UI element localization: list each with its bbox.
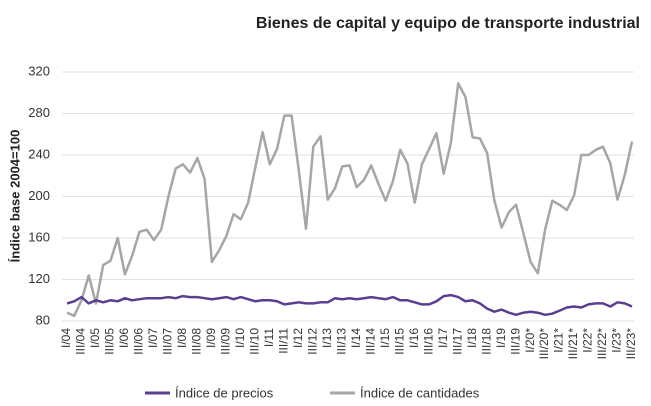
x-tick-label: I/08 bbox=[175, 328, 189, 348]
x-tick-label: I/07 bbox=[146, 328, 160, 348]
x-tick-label: I/20* bbox=[523, 328, 537, 353]
y-tick-label: 240 bbox=[28, 146, 50, 161]
series-line bbox=[66, 82, 634, 318]
x-tick-label: III/20* bbox=[537, 328, 551, 360]
y-tick-label: 80 bbox=[36, 312, 50, 327]
x-tick-label: III/18 bbox=[479, 328, 493, 355]
x-tick-label: I/19 bbox=[494, 328, 508, 348]
series-line bbox=[66, 293, 633, 317]
y-tick-label: 280 bbox=[28, 105, 50, 120]
x-tick-label: I/06 bbox=[117, 328, 131, 348]
x-tick-label: I/18 bbox=[465, 328, 479, 348]
x-tick-label: III/22* bbox=[595, 328, 609, 360]
x-tick-label: III/13 bbox=[334, 328, 348, 355]
x-tick-label: III/16 bbox=[421, 328, 435, 355]
y-tick-label: 200 bbox=[28, 188, 50, 203]
x-tick-label: I/21* bbox=[552, 328, 566, 353]
x-tick-label: III/19 bbox=[508, 328, 522, 355]
x-tick-label: III/17 bbox=[450, 328, 464, 355]
y-tick-label: 320 bbox=[28, 63, 50, 78]
x-tick-label: I/14 bbox=[349, 328, 363, 348]
x-tick-label: I/05 bbox=[88, 328, 102, 348]
chart-title: Bienes de capital y equipo de transporte… bbox=[256, 15, 640, 32]
x-tick-label: I/04 bbox=[59, 328, 73, 348]
x-tick-label: I/13 bbox=[320, 328, 334, 348]
x-tick-label: III/10 bbox=[248, 328, 262, 355]
x-tick-label: I/15 bbox=[378, 328, 392, 348]
legend-label: Índice de precios bbox=[175, 385, 274, 400]
x-tick-label: III/05 bbox=[103, 328, 117, 355]
x-tick-label: I/17 bbox=[436, 328, 450, 348]
x-tick-label: I/22* bbox=[581, 328, 595, 353]
x-tick-label: I/16 bbox=[407, 328, 421, 348]
x-tick-label: III/23* bbox=[624, 328, 638, 360]
x-tick-label: I/11 bbox=[262, 328, 276, 347]
x-tick-label: III/12 bbox=[305, 328, 319, 355]
x-tick-label: III/06 bbox=[132, 328, 146, 355]
legend-label: Índice de cantidades bbox=[360, 385, 480, 400]
x-tick-label: III/04 bbox=[74, 328, 88, 355]
x-tick-label: I/23* bbox=[610, 328, 624, 353]
x-tick-label: III/09 bbox=[219, 328, 233, 355]
x-tick-label: III/07 bbox=[161, 328, 175, 355]
y-tick-label: 160 bbox=[28, 229, 50, 244]
y-tick-label: 120 bbox=[28, 271, 50, 286]
x-tick-label: III/21* bbox=[566, 328, 580, 360]
x-tick-label: III/11 bbox=[276, 328, 290, 354]
x-tick-label: I/09 bbox=[204, 328, 218, 348]
x-tick-label: III/15 bbox=[392, 328, 406, 355]
y-axis-label: Índice base 2004=100 bbox=[7, 130, 22, 263]
x-tick-label: I/10 bbox=[233, 328, 247, 348]
x-tick-label: III/08 bbox=[190, 328, 204, 355]
x-tick-label: III/14 bbox=[363, 328, 377, 355]
x-tick-label: I/12 bbox=[291, 328, 305, 348]
